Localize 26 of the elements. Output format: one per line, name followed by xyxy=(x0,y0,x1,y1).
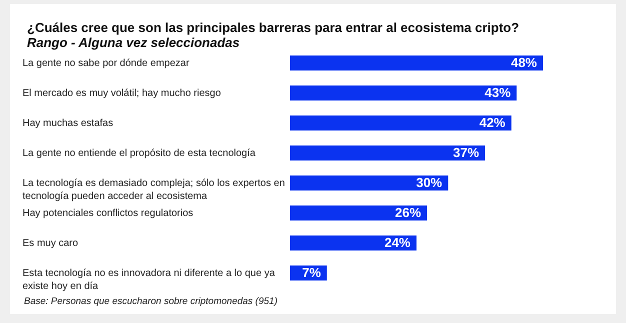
data-label: 43% xyxy=(484,85,512,100)
y-tick-label: La gente no entiende el propósito de esta tecnología xyxy=(22,148,256,159)
bar xyxy=(290,146,486,160)
data-label: 7% xyxy=(302,265,322,280)
y-tick-label: Es muy caro xyxy=(22,238,79,249)
bar xyxy=(290,206,428,220)
data-label: 24% xyxy=(384,235,411,250)
y-tick-label: Hay muchas estafas xyxy=(22,118,114,129)
bar xyxy=(290,116,512,130)
y-tick-label: Esta tecnología no es innovadora ni diferente a lo que ya existe hoy en día xyxy=(22,268,276,292)
y-tick-label: La tecnología es demasiado compleja; sólo los expertos en tecnología pueden acceder al ecosistema xyxy=(22,178,285,202)
y-tick-label: La gente no sabe por dónde empezar xyxy=(22,58,190,69)
bar xyxy=(290,56,543,70)
data-label: 30% xyxy=(416,175,443,190)
y-tick-label: Hay potenciales conflictos regulatorios xyxy=(22,208,194,219)
data-label: 48% xyxy=(510,55,538,70)
data-label: 42% xyxy=(479,115,506,130)
text: Rango - Alguna vez seleccionadas xyxy=(27,35,240,50)
bar xyxy=(290,86,517,100)
chart-title: ¿Cuáles cree que son las principales barreras para entrar al ecosistema cripto? xyxy=(27,20,520,35)
y-tick-label: El mercado es muy volátil; hay mucho riesgo xyxy=(22,88,222,99)
data-label: 26% xyxy=(395,205,422,220)
bar xyxy=(290,236,416,250)
bar xyxy=(290,176,448,190)
text: Base: Personas que escucharon sobre criptomonedas (951) xyxy=(24,296,278,307)
data-label: 37% xyxy=(452,145,480,160)
